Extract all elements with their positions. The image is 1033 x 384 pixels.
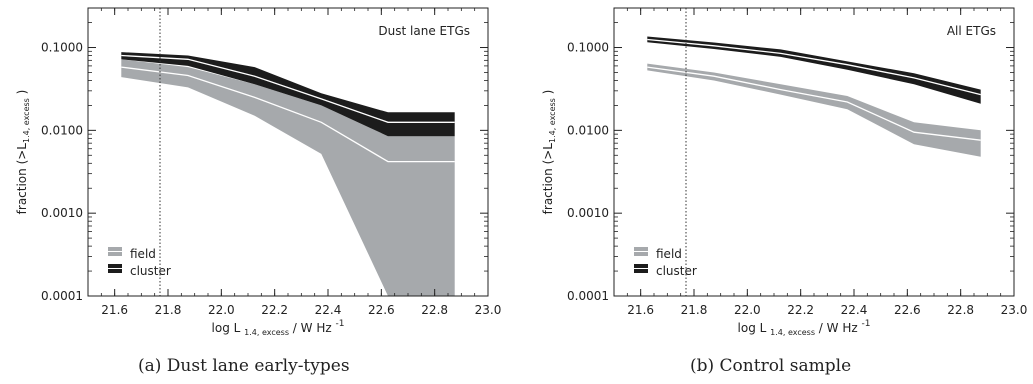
legend-swatch-field [108,252,122,256]
x-tick-label: 22.0 [734,303,761,317]
x-axis-label: log L 1.4, excess / W Hz -1 [738,319,871,337]
x-tick-label: 22.8 [421,303,448,317]
x-tick-label: 22.6 [894,303,921,317]
median-line-cluster [647,38,981,96]
x-tick-label: 21.6 [627,303,654,317]
panel-label: All ETGs [947,24,996,38]
y-tick-label: 0.0001 [567,289,609,303]
y-axis-label: fraction (>L1.4, excess ) [15,90,31,215]
chart-panel-a: 21.6 21.8 22.0 22.2 22.4 22.6 22.8 23.0 0.0001 0.… [15,7,502,337]
legend-label-cluster: cluster [130,264,171,278]
legend-label-cluster: cluster [656,264,697,278]
x-tick-label: 22.2 [261,303,288,317]
legend-swatch-field [634,252,648,256]
band-field [121,59,455,296]
x-tick-label: 21.6 [101,303,128,317]
x-tick-label: 23.0 [1001,303,1028,317]
legend-swatch-cluster [108,269,122,273]
y-axis-label: fraction (>L1.4, excess ) [541,90,557,215]
legend-swatch-cluster [108,264,122,268]
x-tick-label: 22.8 [947,303,974,317]
legend-swatch-cluster [634,264,648,268]
x-tick-label: 23.0 [475,303,502,317]
x-tick-label: 22.4 [315,303,342,317]
legend-label-field: field [656,247,682,261]
y-tick-label: 0.0100 [41,123,83,137]
median-line-field [121,66,455,163]
legend-swatch-cluster [634,269,648,273]
x-tick-label: 21.8 [155,303,182,317]
caption-dust-lane: (a) Dust lane early-types [138,356,350,376]
caption-control-sample: (b) Control sample [690,356,852,376]
legend-swatch-field [108,247,122,251]
x-tick-label: 22.6 [368,303,395,317]
chart-panel-b: 21.6 21.8 22.0 22.2 22.4 22.6 22.8 23.0 0.0001 0.… [541,7,1028,337]
band-cluster [121,52,455,137]
x-tick-label: 22.4 [841,303,868,317]
band-field [647,63,981,157]
x-tick-label: 22.2 [787,303,814,317]
y-tick-label: 0.0010 [567,206,609,220]
y-tick-label: 0.0001 [41,289,83,303]
legend-label-field: field [130,247,156,261]
median-line-field [647,66,981,141]
x-tick-label: 21.8 [681,303,708,317]
y-tick-label: 0.1000 [567,41,609,55]
panel-label: Dust lane ETGs [378,24,470,38]
legend-swatch-field [634,247,648,251]
y-tick-label: 0.0010 [41,206,83,220]
y-tick-label: 0.1000 [41,41,83,55]
x-tick-label: 22.0 [208,303,235,317]
y-tick-label: 0.0100 [567,123,609,137]
x-axis-label: log L 1.4, excess / W Hz -1 [212,319,345,337]
median-line-cluster [121,54,455,123]
